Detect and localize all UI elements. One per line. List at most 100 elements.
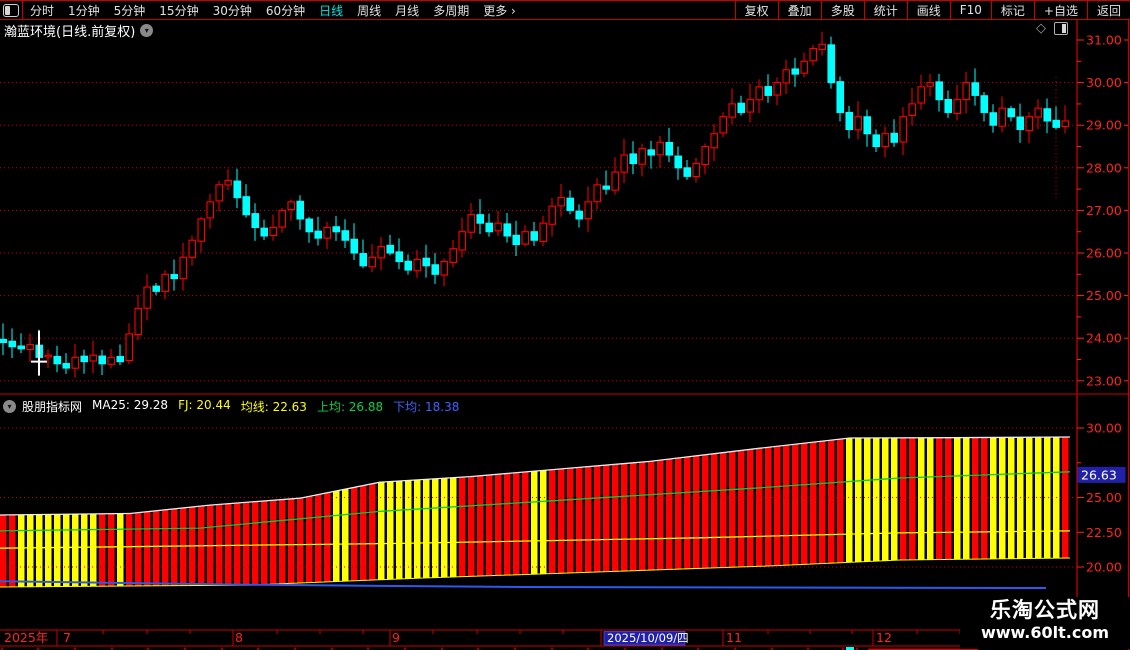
- indicator-bar: [549, 469, 556, 574]
- toolbar-period-9[interactable]: 多周期: [433, 3, 470, 18]
- toolbar-period-8[interactable]: 月线: [395, 3, 420, 18]
- candle-body: [737, 102, 746, 113]
- toolbar-period-0[interactable]: 分时: [30, 3, 55, 18]
- indicator-bar: [423, 479, 430, 578]
- candle-body: [926, 82, 935, 87]
- indicator-bar: [720, 452, 727, 568]
- toolbar-action-2[interactable]: 多股: [820, 1, 864, 19]
- indicator-bar: [891, 437, 898, 561]
- price-label-26: 26.00: [1086, 246, 1122, 261]
- indicator-bar: [882, 437, 889, 561]
- title-row: 瀚蓝环境(日线.前复权) ▾: [4, 21, 154, 40]
- candle-body: [305, 218, 314, 233]
- indicator-bar: [873, 437, 880, 562]
- toolbar-period-5[interactable]: 60分钟: [265, 3, 306, 18]
- indicator-bar: [747, 449, 754, 567]
- candle-body: [521, 231, 530, 245]
- candle-body: [890, 132, 899, 143]
- indicator-dropdown-icon[interactable]: ▾: [3, 400, 16, 413]
- toolbar-action-4[interactable]: 画线: [906, 1, 950, 19]
- indicator-bar: [531, 471, 538, 575]
- toolbar-period-2[interactable]: 5分钟: [113, 3, 146, 18]
- candle-body: [539, 222, 548, 242]
- month-label-9: 9: [392, 630, 400, 645]
- toolbar-action-6[interactable]: 标记: [990, 1, 1034, 19]
- period-menu: 分时 1分钟 5分钟 15分钟 30分钟 60分钟 日线 周线 月线 多周期 更多 ›: [23, 1, 523, 19]
- indicator-bar: [810, 442, 817, 564]
- candle-body: [359, 253, 368, 267]
- layout-toggle-button[interactable]: [0, 1, 23, 19]
- candle-body: [143, 286, 152, 309]
- indicator-bar: [162, 509, 169, 586]
- indicator-bar: [234, 503, 241, 586]
- last-value-tag: [1077, 466, 1126, 483]
- candle-body: [845, 111, 854, 131]
- indicator-value-下均: 下均: 18.38: [393, 400, 460, 414]
- indicator-bar: [765, 447, 772, 566]
- indicator-bar: [45, 514, 52, 587]
- indicator-bar: [180, 507, 187, 586]
- indicator-bar: [486, 475, 493, 576]
- candle-body: [953, 99, 962, 114]
- candle-body: [1061, 120, 1070, 128]
- candle-body: [755, 86, 764, 101]
- diamond-icon[interactable]: ◇: [1036, 21, 1046, 36]
- indicator-value-FJ: FJ: 20.44: [178, 398, 231, 412]
- indicator-bar: [657, 460, 664, 570]
- candle-body: [449, 248, 458, 263]
- candle-body: [413, 258, 422, 272]
- indicator-bar: [252, 501, 259, 585]
- indicator-bar: [1008, 437, 1015, 559]
- toolbar-action-0[interactable]: 复权: [734, 1, 778, 19]
- indicator-bar: [171, 508, 178, 586]
- candle-body: [404, 260, 413, 271]
- toolbar-period-1[interactable]: 1分钟: [68, 3, 100, 18]
- indicator-bar: [324, 492, 331, 582]
- candle-body: [611, 171, 620, 191]
- watermark: 乐淘公式网 www.60lt.com: [960, 597, 1130, 649]
- toolbar-period-3[interactable]: 15分钟: [159, 3, 199, 18]
- toolbar-period-6[interactable]: 日线: [319, 3, 344, 18]
- indicator-bar: [477, 475, 484, 577]
- toolbar-action-5[interactable]: F10: [949, 1, 991, 19]
- toolbar-action-3[interactable]: 统计: [863, 1, 907, 19]
- candle-body: [107, 356, 116, 365]
- toolbar-action-7[interactable]: +自选: [1033, 1, 1087, 19]
- candle-body: [0, 338, 8, 344]
- candle-body: [287, 201, 296, 211]
- shangjun-line: [0, 471, 1071, 532]
- candle-body: [764, 86, 773, 96]
- price-label-30: 30.00: [1086, 75, 1122, 90]
- candle-body: [710, 133, 719, 149]
- ind-label-30: 30.00: [1086, 421, 1122, 436]
- junxian-line: [0, 530, 1071, 549]
- candle-body: [215, 184, 224, 202]
- price-label-28: 28.00: [1086, 160, 1122, 175]
- toolbar-action-1[interactable]: 叠加: [777, 1, 821, 19]
- candle-body: [530, 231, 539, 241]
- indicator-bar: [540, 470, 547, 574]
- indicator-bar: [846, 438, 853, 563]
- candle-body: [503, 223, 512, 237]
- candle-body: [917, 86, 926, 104]
- toolbar-period-10[interactable]: 更多 ›: [483, 3, 516, 18]
- panel-toggle-icon[interactable]: [1054, 22, 1068, 35]
- candle-body: [962, 82, 971, 101]
- candle-body: [422, 257, 431, 267]
- indicator-bar: [117, 513, 124, 587]
- candle-body: [251, 213, 260, 228]
- indicator-bar: [333, 491, 340, 582]
- candle-body: [800, 60, 809, 74]
- month-label-12: 12: [876, 630, 892, 645]
- indicator-bar: [648, 461, 655, 571]
- title-dropdown-icon[interactable]: ▾: [140, 24, 154, 37]
- candle-body: [629, 153, 638, 165]
- candle-body: [260, 227, 269, 237]
- toolbar-period-7[interactable]: 周线: [357, 3, 382, 18]
- toolbar-action-8[interactable]: 返回: [1086, 1, 1130, 19]
- toolbar-period-4[interactable]: 30分钟: [212, 3, 252, 18]
- month-label-7: 7: [63, 630, 71, 645]
- candle-body: [818, 43, 827, 50]
- candle-body: [719, 116, 728, 134]
